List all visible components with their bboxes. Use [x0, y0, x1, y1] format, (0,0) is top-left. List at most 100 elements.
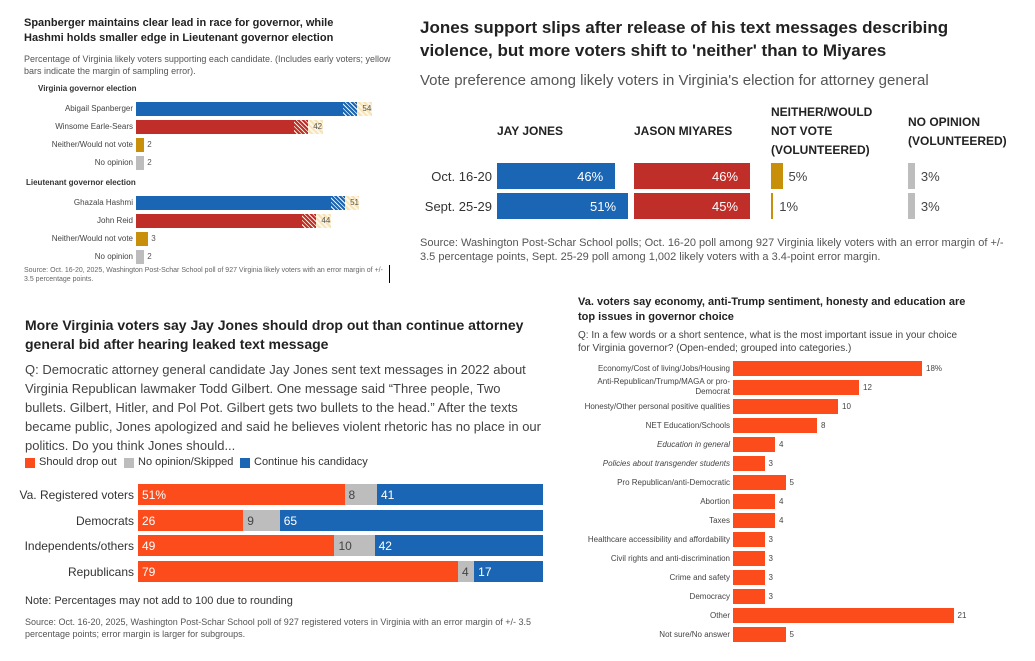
bar-label: Anti-Republican/Trump/MAGA or pro-Democr…	[597, 377, 730, 396]
value-label: 3	[768, 554, 773, 563]
drop-out-chart: More Virginia voters say Jay Jones shoul…	[0, 310, 560, 661]
bar	[136, 156, 145, 170]
chart-note: Note: Percentages may not add to 100 due…	[25, 595, 293, 607]
value-label: 51%	[590, 199, 617, 214]
bar	[771, 193, 774, 219]
bar	[136, 196, 331, 210]
plot-area: Should drop out No opinion/Skipped Continu…	[0, 310, 560, 661]
value-label: 51	[350, 198, 359, 207]
bar	[136, 138, 145, 152]
bar-segment	[243, 509, 280, 531]
bar	[634, 193, 750, 219]
bar-label: Abigail Spanberger	[64, 104, 133, 113]
value-label: 3	[768, 459, 773, 468]
chart-title: Jones support slips after release of his…	[420, 18, 949, 60]
bar-segment	[138, 484, 345, 505]
bar-label: Pro Republican/anti-Democratic	[617, 478, 730, 487]
value-label: 65	[283, 513, 298, 528]
value-label: 4	[461, 564, 469, 579]
bar-segment	[138, 509, 244, 531]
bar	[733, 532, 765, 547]
plot-area: Economy/Cost of living/Jobs/Housing 18% An…	[570, 290, 1035, 661]
column-header: JASON MIYARES	[634, 124, 733, 138]
value-label: 46%	[712, 169, 739, 184]
value-label: 3	[151, 234, 156, 243]
chart-subtitle: Vote preference among likely voters in V…	[420, 72, 929, 89]
value-label: 42	[313, 122, 323, 131]
bar-label: No opinion	[94, 252, 133, 261]
bar	[908, 163, 915, 189]
chart-source: Source: Oct. 16-20, 2025, Washington Pos…	[24, 267, 383, 283]
bar	[497, 193, 628, 219]
bar	[771, 163, 783, 189]
plot-area: Virginia governor election Abigail Spanbe…	[0, 0, 395, 290]
bar-segment	[138, 535, 335, 556]
top-issues-chart: Va. voters say economy, anti-Trump senti…	[570, 290, 1035, 661]
value-label: 5	[789, 478, 794, 487]
bar-label: No opinion	[94, 158, 133, 167]
bar	[136, 102, 344, 116]
bar-label: Crime and safety	[669, 573, 730, 582]
bar	[733, 437, 775, 452]
bar-segment	[334, 535, 375, 556]
bar-label: Neither/Would not vote	[51, 234, 133, 243]
bar	[733, 418, 817, 433]
bar-segment	[474, 560, 543, 582]
bar-segment	[457, 560, 475, 582]
bar-error-hatch	[293, 120, 309, 134]
bar-label: Ghazala Hashmi	[73, 198, 133, 207]
plot-area: JAY JONES JASON MIYARES NEITHER/WOULD NOT …	[420, 0, 1035, 275]
chart-source: Source: Oct. 16-20, 2025, Washington Pos…	[25, 617, 532, 639]
legend-label: Continue his candidacy	[254, 456, 368, 468]
bar-segment	[138, 560, 458, 582]
value-label: 2	[147, 140, 152, 149]
bar-label: Policies about transgender students	[602, 459, 730, 468]
group-header: Virginia governor election	[38, 84, 137, 93]
value-label: 4	[779, 516, 784, 525]
value-label: 26	[142, 513, 156, 528]
value-label: 4	[779, 497, 784, 506]
value-label: 1%	[779, 199, 799, 214]
value-label: 46%	[577, 169, 604, 184]
row-label: Republicans	[67, 564, 134, 579]
bar-segment	[279, 509, 543, 531]
chart-title: Va. voters say economy, anti-Trump senti…	[578, 296, 966, 323]
legend-label: No opinion/Skipped	[138, 456, 234, 468]
row-label: Democrats	[75, 513, 134, 528]
bar-label: Winsome Earle-Sears	[55, 122, 133, 131]
bar	[733, 551, 765, 566]
row-label: Independents/others	[24, 539, 134, 553]
chart-title: Spanberger maintains clear lead in race …	[24, 17, 334, 44]
bar	[908, 193, 915, 219]
legend-label: Should drop out	[39, 456, 117, 468]
governor-chart: Spanberger maintains clear lead in race …	[0, 0, 395, 290]
bar	[634, 163, 750, 189]
bar-label: John Reid	[96, 216, 133, 225]
chart-subtitle: Percentage of Virginia likely voters sup…	[24, 54, 391, 76]
value-label: 42	[378, 539, 392, 553]
bar	[733, 608, 954, 623]
bar-label: Healthcare accessibility and affordabili…	[587, 535, 730, 544]
value-label: 17	[478, 564, 492, 579]
value-label: 51%	[142, 488, 167, 502]
bar	[733, 627, 786, 642]
value-label: 8	[821, 421, 826, 430]
value-label: 10	[338, 539, 352, 553]
bar	[733, 456, 765, 471]
bar-label: Economy/Cost of living/Jobs/Housing	[597, 364, 730, 373]
chart-subtitle: Q: Democratic attorney general candidate…	[25, 362, 541, 453]
attorney-general-chart: Jones support slips after release of his…	[420, 0, 1035, 275]
chart-title: More Virginia voters say Jay Jones shoul…	[25, 317, 524, 352]
value-label: 8	[348, 488, 356, 502]
value-label: 44	[321, 216, 331, 225]
bar	[733, 380, 859, 395]
bar-label: Democracy	[689, 592, 730, 601]
bar-label: NET Education/Schools	[645, 421, 730, 430]
legend-swatch	[240, 458, 250, 468]
bar-label: Other	[709, 611, 730, 620]
value-label: 5%	[788, 169, 808, 184]
bar	[136, 232, 149, 246]
bar	[136, 120, 294, 134]
value-label: 79	[142, 564, 156, 579]
value-label: 3	[768, 592, 773, 601]
